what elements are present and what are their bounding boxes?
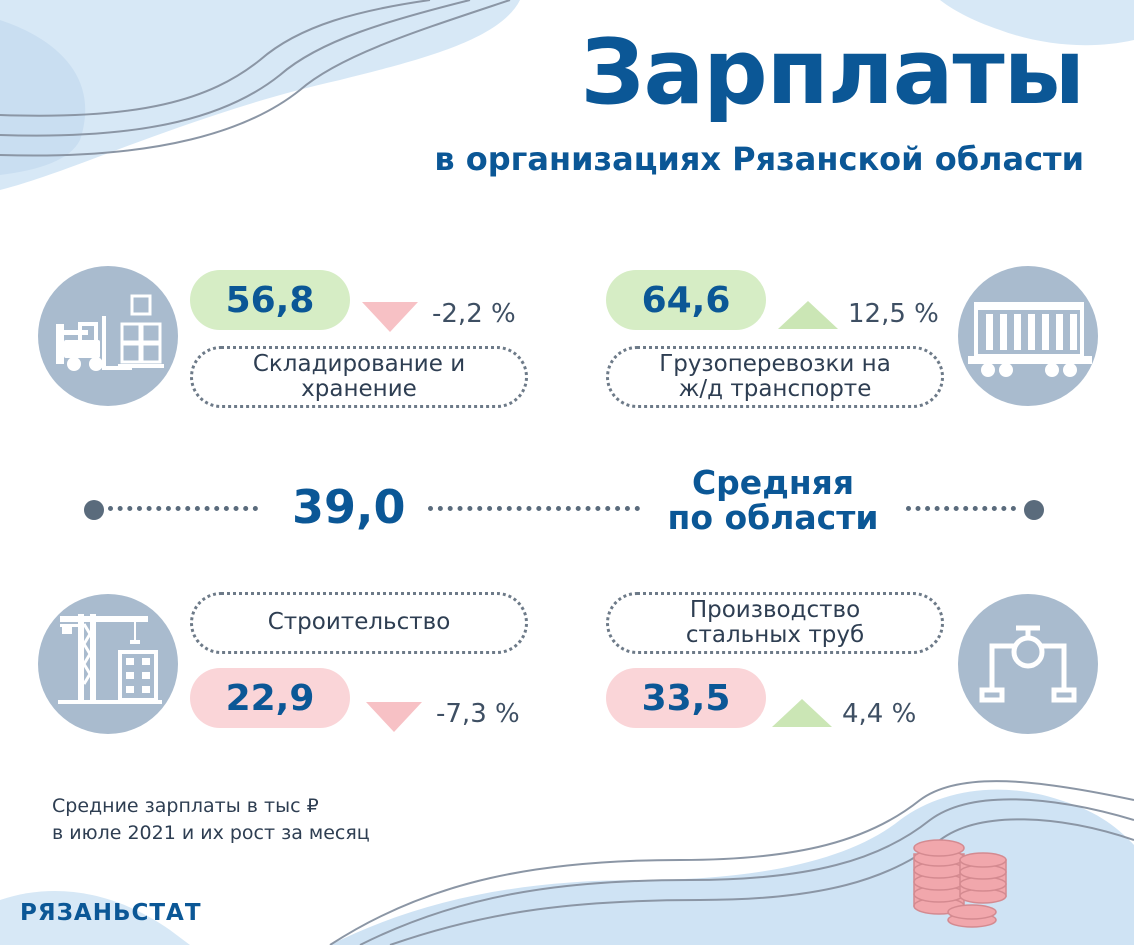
industry-change: 12,5 % <box>848 299 939 329</box>
timeline-dot <box>1024 500 1044 520</box>
industry-label: Грузоперевозки на ж/д транспорте <box>606 346 944 408</box>
footnote-line2: в июле 2021 и их рост за месяц <box>52 821 370 844</box>
railcar-icon <box>958 266 1098 406</box>
average-label-line2: по области <box>667 497 879 537</box>
footnote-line1: Средние зарплаты в тыс ₽ <box>52 795 319 817</box>
page-title: Зарплаты <box>580 20 1085 125</box>
industry-value: 33,5 <box>606 668 766 728</box>
crane-icon <box>38 594 178 734</box>
pipe-icon <box>958 594 1098 734</box>
average-label: Средняя по области <box>648 463 898 537</box>
industry-change: -7,3 % <box>436 699 520 729</box>
growth-arrow-icon <box>778 301 838 329</box>
average-value: 39,0 <box>292 480 406 534</box>
industry-change: 4,4 % <box>842 699 917 729</box>
decline-arrow-icon <box>366 702 422 732</box>
dotted-line <box>428 506 640 511</box>
decline-arrow-icon <box>362 302 418 332</box>
industry-label: Производство стальных труб <box>606 592 944 654</box>
dotted-line <box>906 506 1016 511</box>
timeline-dot <box>84 500 104 520</box>
industry-label: Складирование и хранение <box>190 346 528 408</box>
industry-value: 22,9 <box>190 668 350 728</box>
page-subtitle: в организациях Рязанской области <box>434 140 1084 178</box>
forklift-icon <box>38 266 178 406</box>
dotted-line <box>108 506 258 511</box>
growth-arrow-icon <box>772 699 832 727</box>
brand-logo: РЯЗАНЬСТАТ <box>20 900 202 926</box>
coins-icon <box>913 839 1007 928</box>
average-label-line1: Средняя <box>691 463 855 502</box>
industry-change: -2,2 % <box>432 299 516 329</box>
industry-value: 56,8 <box>190 270 350 330</box>
industry-label: Строительство <box>190 592 528 654</box>
footnote: Средние зарплаты в тыс ₽ в июле 2021 и и… <box>52 793 370 846</box>
industry-value: 64,6 <box>606 270 766 330</box>
